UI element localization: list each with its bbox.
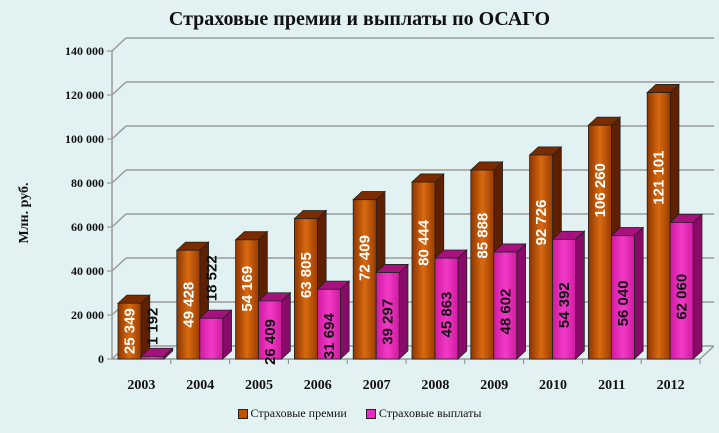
bar [199,317,224,360]
y-tick-label: 0 [98,352,104,366]
bar [588,124,612,360]
x-tick-label: 2004 [186,378,214,393]
x-tick-label: 2010 [539,378,567,393]
bar [493,251,518,360]
chart-title: Страховые премии и выплаты по ОСАГО [168,8,551,30]
x-tick-label: 2008 [421,378,449,393]
legend: Страховые премии Страховые выплаты [0,406,719,421]
bars [116,83,703,360]
premium-value-label: 80 444 [416,219,433,266]
bar [434,257,459,360]
legend-item-premiums[interactable]: Страховые премии [237,406,347,421]
bar [552,238,576,360]
payout-value-label: 56 040 [615,280,632,326]
premium-value-label: 49 428 [180,282,197,328]
payout-value-label: 62 060 [674,274,691,320]
bar [611,235,635,360]
premium-value-label: 54 169 [239,266,256,312]
payout-value-label: 1 192 [145,308,162,346]
y-tick-label: 80 000 [71,176,104,190]
data-labels: 25 349 1 192 49 428 18 522 54 169 26 409 63 80… [122,150,691,364]
x-tick-label: 2012 [657,378,685,393]
x-tick-label: 2005 [245,378,273,393]
y-tick-label: 140 000 [65,44,104,58]
x-tick-label: 2007 [363,378,391,393]
premium-value-label: 121 101 [651,150,668,204]
bar [235,239,260,360]
payouts-swatch-icon [365,409,376,420]
premium-value-label: 25 349 [122,308,139,354]
bar [470,169,495,360]
y-tick-label: 120 000 [65,88,104,102]
legend-item-payouts[interactable]: Страховые выплаты [365,406,482,421]
bar [176,249,201,360]
bar [375,272,400,360]
premium-value-label: 92 726 [533,200,550,246]
premiums-swatch-icon [237,409,248,420]
legend-label: Страховые премии [250,406,347,420]
payout-value-label: 39 297 [380,299,397,345]
payout-value-label: 45 863 [439,292,456,338]
payout-value-label: 48 602 [497,289,514,335]
y-tick-label: 40 000 [71,264,104,278]
payout-value-label: 54 392 [556,282,573,328]
bar [646,92,671,360]
y-tick-label: 20 000 [71,308,104,322]
x-tick-label: 2009 [480,378,508,393]
bar [140,355,165,360]
x-tick-label: 2003 [127,378,155,393]
x-tick-label: 2011 [598,378,625,393]
premium-value-label: 85 888 [474,213,491,259]
premium-value-label: 106 260 [592,163,609,217]
y-tick-label: 100 000 [65,132,104,146]
payout-value-label: 31 694 [321,313,338,360]
y-tick-label: 60 000 [71,220,104,234]
payout-value-label: 26 409 [262,319,279,365]
payout-value-label: 18 522 [203,255,220,301]
premium-value-label: 63 805 [298,252,315,298]
bar [316,288,341,360]
premium-value-label: 72 409 [357,235,374,281]
bar [669,222,694,360]
bar [411,181,436,360]
legend-label: Страховые выплаты [378,406,482,420]
bar [258,300,283,360]
x-tick-label: 2006 [304,378,332,393]
bar [529,154,553,360]
bar [117,302,142,360]
